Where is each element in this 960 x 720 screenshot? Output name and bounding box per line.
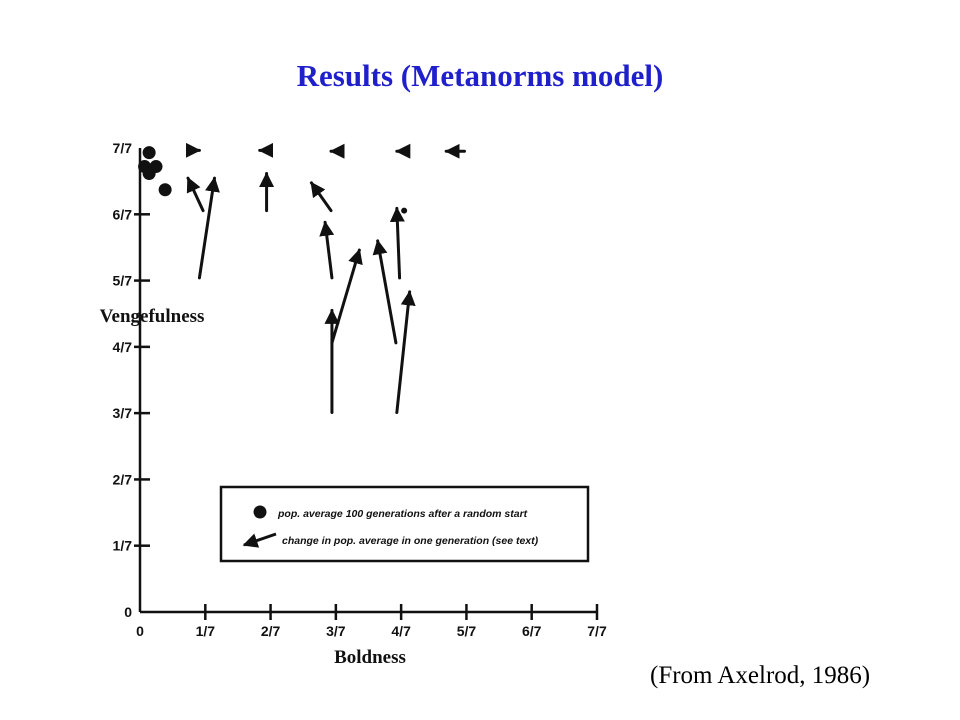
y-tick-label: 0 — [124, 604, 132, 620]
x-tick-label: 6/7 — [522, 623, 542, 639]
generation-change-arrow — [372, 239, 398, 345]
generation-change-arrow — [330, 248, 363, 345]
y-tick-label: 4/7 — [113, 339, 133, 355]
x-tick-label: 0 — [136, 623, 144, 639]
population-average-point — [142, 146, 156, 160]
y-tick-labels: 0 1/7 2/7 3/7 4/7 5/7 6/7 7/7 — [113, 140, 133, 620]
y-axis-title: Vengefulness — [100, 306, 205, 327]
y-tick-label: 3/7 — [113, 405, 133, 421]
y-tick-label: 7/7 — [113, 140, 133, 156]
x-tick-label: 3/7 — [326, 623, 346, 639]
x-tick-label: 5/7 — [457, 623, 477, 639]
x-tick-labels: 0 1/7 2/7 3/7 4/7 5/7 6/7 7/7 — [136, 623, 607, 639]
x-axis-title: Boldness — [334, 647, 406, 668]
generation-change-arrows — [185, 142, 466, 414]
tick-marks — [134, 213, 599, 620]
x-tick-label: 1/7 — [196, 623, 216, 639]
population-average-points — [138, 146, 172, 197]
x-tick-label: 4/7 — [391, 623, 411, 639]
generation-change-arrow — [395, 290, 416, 414]
legend-dot-marker — [253, 505, 267, 519]
x-tick-label: 2/7 — [261, 623, 281, 639]
legend: pop. average 100 generations after a ran… — [219, 485, 590, 563]
generation-change-arrow — [197, 176, 220, 280]
generation-change-arrow — [389, 206, 405, 280]
legend-entry-dot: pop. average 100 generations after a ran… — [277, 508, 528, 520]
y-tick-label: 2/7 — [113, 471, 133, 487]
y-tick-label: 1/7 — [113, 538, 133, 554]
generation-change-arrow — [186, 176, 205, 213]
source-caption: (From Axelrod, 1986) — [650, 662, 871, 689]
y-tick-label: 6/7 — [113, 206, 133, 222]
generation-change-arrow — [401, 207, 408, 214]
population-average-point — [158, 183, 172, 197]
slide-title: Results (Metanorms model) — [296, 58, 664, 93]
legend-arrow-marker — [242, 532, 277, 548]
axes — [138, 148, 597, 614]
legend-entry-arrow: change in pop. average in one generation… — [282, 535, 539, 547]
legend-box — [219, 485, 590, 563]
generation-change-arrow — [309, 181, 333, 213]
x-tick-label: 7/7 — [587, 623, 607, 639]
y-tick-label: 5/7 — [113, 273, 133, 289]
population-average-point — [142, 167, 156, 181]
generation-change-arrow — [319, 220, 335, 280]
